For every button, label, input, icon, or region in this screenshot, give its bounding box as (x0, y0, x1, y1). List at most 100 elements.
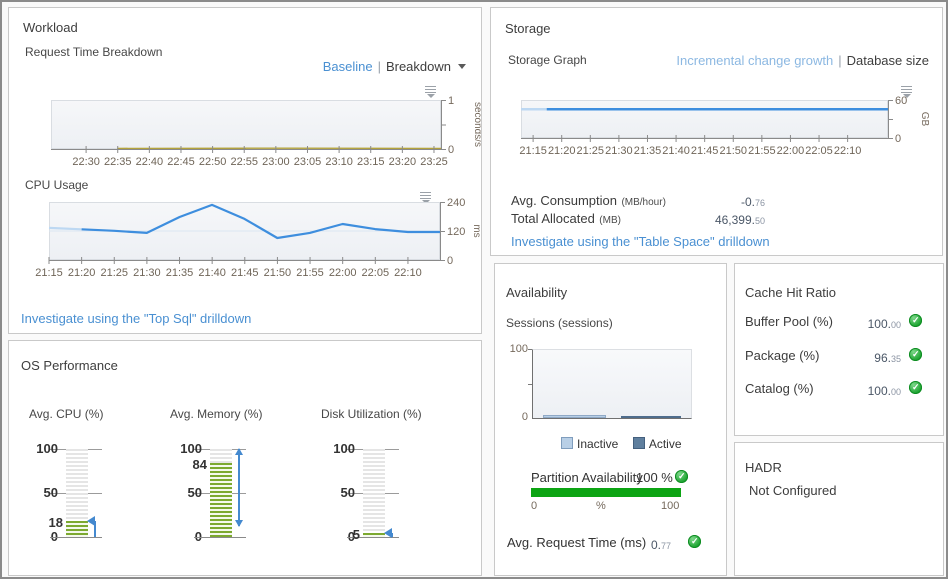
incremental-change-growth-link[interactable]: Incremental change growth (676, 53, 834, 68)
baseline-link[interactable]: Baseline (322, 59, 373, 74)
svg-text:23:00: 23:00 (262, 156, 290, 168)
panel-title: OS Performance (21, 358, 118, 373)
svg-text:21:20: 21:20 (548, 145, 576, 157)
gauge-value-label: 84 (192, 457, 207, 472)
svg-text:21:20: 21:20 (68, 267, 96, 279)
svg-text:21:15: 21:15 (519, 145, 547, 157)
svg-text:0: 0 (895, 133, 901, 145)
total-allocated-value: 46,399.50 (714, 213, 765, 227)
table-space-drilldown-link[interactable]: Investigate using the "Table Space" dril… (511, 234, 770, 249)
svg-text:21:35: 21:35 (166, 267, 194, 279)
gauge-fill (363, 533, 385, 537)
svg-text:22:00: 22:00 (329, 267, 357, 279)
gauge-value-label: 18 (48, 515, 63, 530)
svg-text:22:10: 22:10 (394, 267, 422, 279)
svg-text:23:15: 23:15 (357, 156, 385, 168)
svg-text:120: 120 (447, 226, 465, 238)
gauge-fill (210, 463, 232, 537)
sessions-chart (532, 349, 692, 419)
package-label: Package (%) (745, 348, 820, 363)
gauge-tick-label: 0 (162, 529, 202, 544)
gauge-fill (66, 521, 88, 537)
sessions-label: Sessions (sessions) (506, 316, 613, 330)
sessions-tick (528, 384, 533, 385)
inactive-swatch (561, 437, 573, 449)
ok-status-icon (909, 348, 922, 361)
svg-text:23:10: 23:10 (325, 156, 353, 168)
gauge-marker-arrow-icon (87, 516, 95, 527)
partition-scale-unit: % (596, 500, 606, 512)
sessions-y-max: 100 (509, 343, 528, 355)
buffer-pool-label: Buffer Pool (%) (745, 314, 833, 329)
gauge-tick-label: 100 (180, 441, 202, 456)
ok-status-icon (688, 535, 701, 548)
ok-status-icon (909, 314, 922, 327)
svg-text:22:00: 22:00 (777, 145, 805, 157)
storage-panel: Storage Storage Graph Incremental change… (490, 7, 943, 256)
chart-options-icon[interactable] (901, 85, 913, 98)
svg-text:21:45: 21:45 (691, 145, 719, 157)
svg-text:0: 0 (448, 144, 454, 156)
breakdown-option[interactable]: Breakdown (385, 59, 451, 74)
svg-text:21:35: 21:35 (634, 145, 662, 157)
active-swatch (632, 437, 645, 449)
gauge-tick-label: 0 (18, 529, 58, 544)
svg-text:21:30: 21:30 (605, 145, 633, 157)
gauge-range-up-arrow-icon (235, 448, 243, 455)
svg-text:23:20: 23:20 (389, 156, 417, 168)
svg-text:240: 240 (447, 197, 465, 209)
gauge-tick-label: 50 (187, 485, 202, 500)
gauge-tick-label: 0 (315, 529, 355, 544)
gauge-marker-line (94, 521, 96, 537)
storage-view-switch: Incremental change growth | Database size (676, 53, 929, 68)
top-sql-drilldown-link[interactable]: Investigate using the "Top Sql" drilldow… (21, 311, 252, 326)
svg-text:GB: GB (919, 112, 930, 127)
svg-text:22:40: 22:40 (136, 156, 164, 168)
cache-hit-ratio-panel: Cache Hit Ratio Buffer Pool (%) 100.00 P… (734, 263, 944, 436)
buffer-pool-value: 100.00 (867, 317, 901, 331)
svg-text:21:40: 21:40 (662, 145, 690, 157)
catalog-value: 100.00 (867, 384, 901, 398)
workload-panel: Workload Request Time Breakdown Baseline… (8, 7, 482, 334)
svg-text:21:50: 21:50 (719, 145, 747, 157)
storage-graph-label: Storage Graph (508, 53, 587, 67)
os-performance-panel: OS Performance Avg. CPU (%) Avg. Memory … (8, 340, 482, 576)
database-size-option[interactable]: Database size (846, 53, 929, 68)
availability-panel: Availability Sessions (sessions) 100 0 I… (494, 263, 727, 576)
svg-text:22:45: 22:45 (167, 156, 195, 168)
sessions-legend: Inactive Active (561, 435, 682, 453)
avg-cpu-label: Avg. CPU (%) (29, 407, 104, 421)
svg-text:23:25: 23:25 (420, 156, 448, 168)
chevron-down-icon[interactable] (458, 64, 466, 69)
avg-request-time-label: Avg. Request Time (ms) (507, 535, 647, 550)
svg-text:21:45: 21:45 (231, 267, 259, 279)
avg-consumption-value: -0.76 (740, 195, 765, 209)
hadr-status: Not Configured (749, 483, 837, 498)
panel-title: HADR (745, 460, 782, 475)
sessions-y-min: 0 (521, 411, 528, 423)
svg-text:21:40: 21:40 (198, 267, 226, 279)
svg-text:21:55: 21:55 (296, 267, 324, 279)
svg-text:22:55: 22:55 (230, 156, 258, 168)
panel-title: Storage (505, 21, 551, 36)
panel-title: Cache Hit Ratio (745, 285, 837, 300)
sessions-tick (528, 349, 533, 350)
panel-title: Availability (506, 285, 568, 300)
svg-text:23:05: 23:05 (294, 156, 322, 168)
svg-text:22:50: 22:50 (199, 156, 227, 168)
svg-text:1: 1 (448, 95, 454, 107)
gauge-baseline (194, 537, 246, 538)
svg-text:22:05: 22:05 (805, 145, 833, 157)
chart-view-switch: Baseline | Breakdown (323, 58, 466, 76)
svg-text:21:25: 21:25 (100, 267, 128, 279)
cpu-usage-chart: 240 120 0 21:15 21:20 21:25 21:30 21:35 21:40 21:… (35, 197, 481, 289)
panel-title: Workload (23, 20, 78, 35)
avg-memory-label: Avg. Memory (%) (170, 407, 263, 421)
hadr-panel: HADR Not Configured (734, 442, 944, 576)
svg-text:21:30: 21:30 (133, 267, 161, 279)
gauge-tick-label: 100 (333, 441, 355, 456)
total-allocated-row: Total Allocated (MB) (511, 211, 621, 226)
ok-status-icon (909, 381, 922, 394)
gauge-value-label: 5 (352, 527, 360, 542)
chart-options-icon[interactable] (425, 85, 437, 98)
